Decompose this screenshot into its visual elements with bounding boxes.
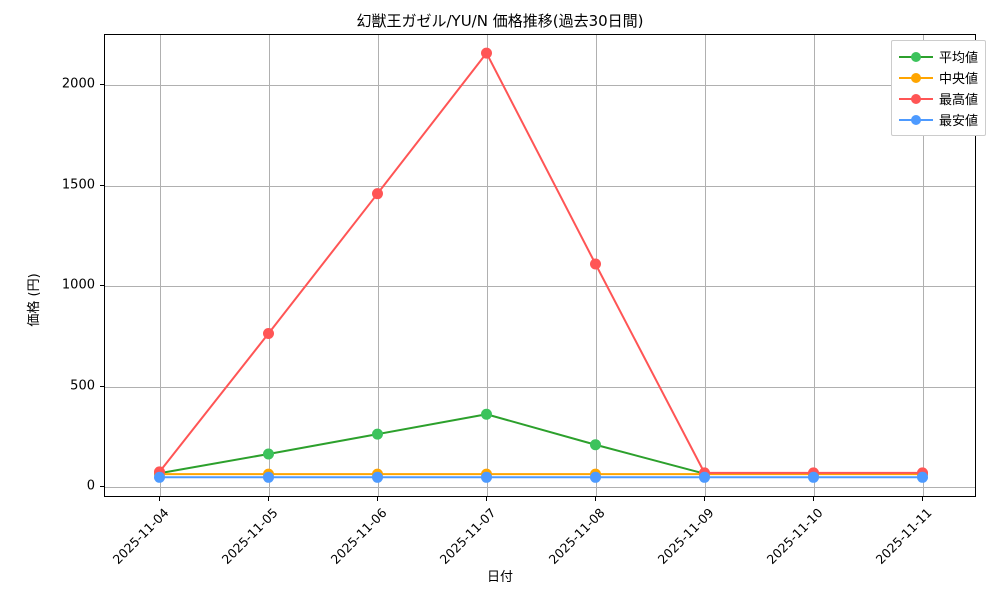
chart-title: 幻獣王ガゼル/YU/N 価格推移(過去30日間): [356, 12, 644, 30]
gridline-vertical: [378, 35, 379, 496]
series-marker: [154, 471, 165, 483]
y-axis-tick-mark: [100, 385, 104, 387]
x-axis-tick-mark: [922, 497, 923, 501]
gridline-vertical: [923, 35, 924, 496]
series-marker: [590, 439, 601, 451]
x-axis-tick-mark: [704, 497, 705, 501]
gridline-horizontal: [105, 487, 975, 488]
legend-swatch-icon: [898, 113, 933, 127]
series-marker: [481, 471, 492, 483]
legend-swatch-icon: [898, 92, 933, 106]
legend-swatch-icon: [898, 50, 933, 64]
x-axis-tick-mark: [159, 497, 160, 501]
plot-area: [104, 34, 976, 497]
y-axis-tick-label: 1500: [61, 177, 95, 193]
y-axis-tick-mark: [100, 84, 104, 86]
x-axis-tick-mark: [377, 497, 378, 501]
y-axis-tick-mark: [100, 485, 104, 487]
series-marker: [372, 471, 383, 483]
series-marker: [917, 471, 928, 483]
series-marker: [590, 258, 601, 270]
legend-item: 最高値: [898, 88, 978, 109]
chart-legend: 平均値中央値最高値最安値: [890, 40, 986, 136]
x-axis-tick-mark: [595, 497, 596, 501]
x-axis-tick-mark: [813, 497, 814, 501]
gridline-vertical: [487, 35, 488, 496]
series-lines: [154, 47, 928, 483]
x-axis-tick-mark: [268, 497, 269, 501]
series-marker: [372, 428, 383, 440]
series-marker: [263, 448, 274, 460]
gridline-horizontal: [105, 186, 975, 187]
legend-label: 平均値: [938, 51, 978, 66]
legend-item: 中央値: [898, 67, 978, 88]
legend-label: 最安値: [938, 114, 978, 129]
y-axis-tick-label: 0: [86, 478, 95, 494]
legend-item: 最安値: [898, 109, 978, 130]
legend-item: 平均値: [898, 46, 978, 67]
series-marker: [481, 47, 492, 59]
gridline-vertical: [269, 35, 270, 496]
series-line: [158, 52, 924, 474]
series-marker: [372, 188, 383, 200]
series-marker: [590, 471, 601, 483]
y-axis-tick-mark: [100, 285, 104, 287]
legend-label: 最高値: [938, 93, 978, 108]
gridline-horizontal: [105, 387, 975, 388]
series-line: [158, 413, 924, 475]
series-marker: [808, 471, 819, 483]
y-axis-tick-label: 500: [70, 378, 95, 394]
x-axis-label: 日付: [486, 570, 513, 585]
gridline-horizontal: [105, 85, 975, 86]
y-axis-label: 価格 (円): [27, 273, 43, 327]
series-marker: [699, 471, 710, 483]
gridline-vertical: [160, 35, 161, 496]
series-marker: [263, 327, 274, 339]
gridline-vertical: [705, 35, 706, 496]
y-axis-tick-label: 1000: [61, 277, 95, 293]
legend-label: 中央値: [938, 72, 978, 87]
legend-swatch-icon: [898, 71, 933, 85]
x-axis-tick-mark: [486, 497, 487, 501]
y-axis-tick-mark: [100, 184, 104, 186]
gridline-vertical: [814, 35, 815, 496]
gridline-horizontal: [105, 286, 975, 287]
series-marker: [263, 471, 274, 483]
y-axis-tick-label: 2000: [61, 76, 95, 92]
series-marker: [481, 408, 492, 420]
